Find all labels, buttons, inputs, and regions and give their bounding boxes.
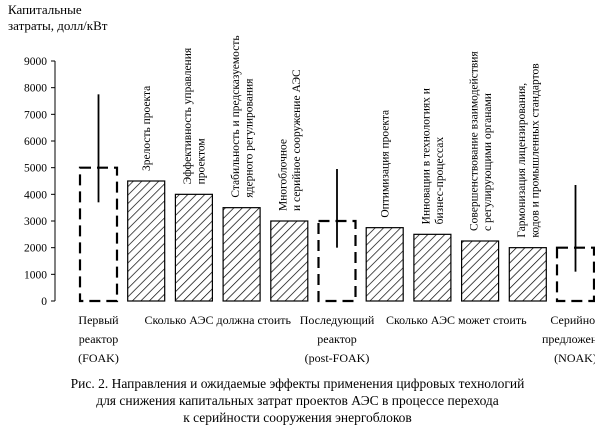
bar-annotation: проектом	[196, 138, 208, 185]
y-tick-label: 2000	[24, 243, 47, 255]
y-tick-label: 5000	[24, 163, 47, 175]
bar-annotation: и серийное сооружение АЭС	[291, 69, 303, 211]
category-label: Сколько АЭС может стоить	[386, 313, 527, 327]
caption-line: для снижения капитальных затрат проектов…	[96, 393, 499, 408]
category-label: (post-FOAK)	[305, 351, 370, 365]
category-label: предложение	[542, 332, 595, 346]
category-label: Первый	[78, 313, 119, 327]
y-tick-label: 3000	[24, 216, 47, 228]
y-tick-label: 4000	[24, 189, 47, 201]
y-axis-label-line: Капитальные	[8, 2, 82, 17]
category-label: (FOAK)	[78, 351, 119, 365]
bar-hatched	[127, 180, 166, 302]
bar-annotation: Эффективность управления	[182, 47, 194, 184]
y-tick-label: 9000	[24, 56, 47, 68]
y-axis: 0 1000 2000 3000 4000 5000 6000 7000 8000 9000	[24, 56, 56, 308]
category-label: реактор	[79, 332, 119, 346]
bar-annotation: кодов и промышленных стандартов	[530, 63, 542, 238]
bar-annotation: Зрелость проекта	[141, 86, 153, 171]
bar-hatched	[365, 227, 404, 302]
bar-annotation: Стабильность и предсказуемость	[230, 35, 242, 197]
caption-line: Рис. 2. Направления и ожидаемые эффекты …	[70, 376, 525, 391]
bar-hatched	[413, 233, 452, 302]
y-axis-label-line: затраты, долл/кВт	[8, 18, 108, 33]
bar-hatched	[461, 240, 500, 302]
bar-hatched	[270, 220, 309, 302]
bar-hatched	[222, 207, 261, 302]
y-tick-label: 0	[41, 296, 47, 308]
bar-annotation: Совершенствование взаимодействия	[468, 51, 480, 231]
bar-annotation: ядерного регулирования	[243, 78, 255, 198]
category-label: Серийное	[550, 313, 595, 327]
category-label: (NOAK)	[554, 351, 595, 365]
bar-annotation: Оптимизация проекта	[380, 110, 392, 218]
y-tick-label: 6000	[24, 136, 47, 148]
y-tick-label: 8000	[24, 83, 47, 95]
bars	[78, 94, 595, 303]
bar-annotation: Гармонизация лицензирования,	[516, 83, 528, 238]
category-label: Последующий	[300, 313, 375, 327]
bar-labels: Зрелость проекта Эффективность управления…	[141, 35, 541, 237]
bar-annotation: Многоблочное	[278, 139, 290, 211]
bar-hatched	[174, 193, 213, 302]
y-tick-label: 1000	[24, 269, 47, 281]
bottom-labels: Первый реактор (FOAK) Сколько АЭС должна ст…	[78, 313, 595, 365]
bar-annotation: бизнес-процессах	[434, 137, 446, 225]
category-label: реактор	[317, 332, 357, 346]
category-label: Сколько АЭС должна стоить	[144, 313, 291, 327]
bar-annotation: с регулирующими органами	[482, 93, 494, 231]
caption-line: к серийности сооружения энергоблоков	[183, 410, 412, 425]
bar-annotation: Инновации в технологиях и	[421, 88, 433, 224]
figure-caption: Рис. 2. Направления и ожидаемые эффекты …	[0, 375, 595, 426]
bar-hatched	[508, 247, 547, 302]
y-tick-label: 7000	[24, 109, 47, 121]
